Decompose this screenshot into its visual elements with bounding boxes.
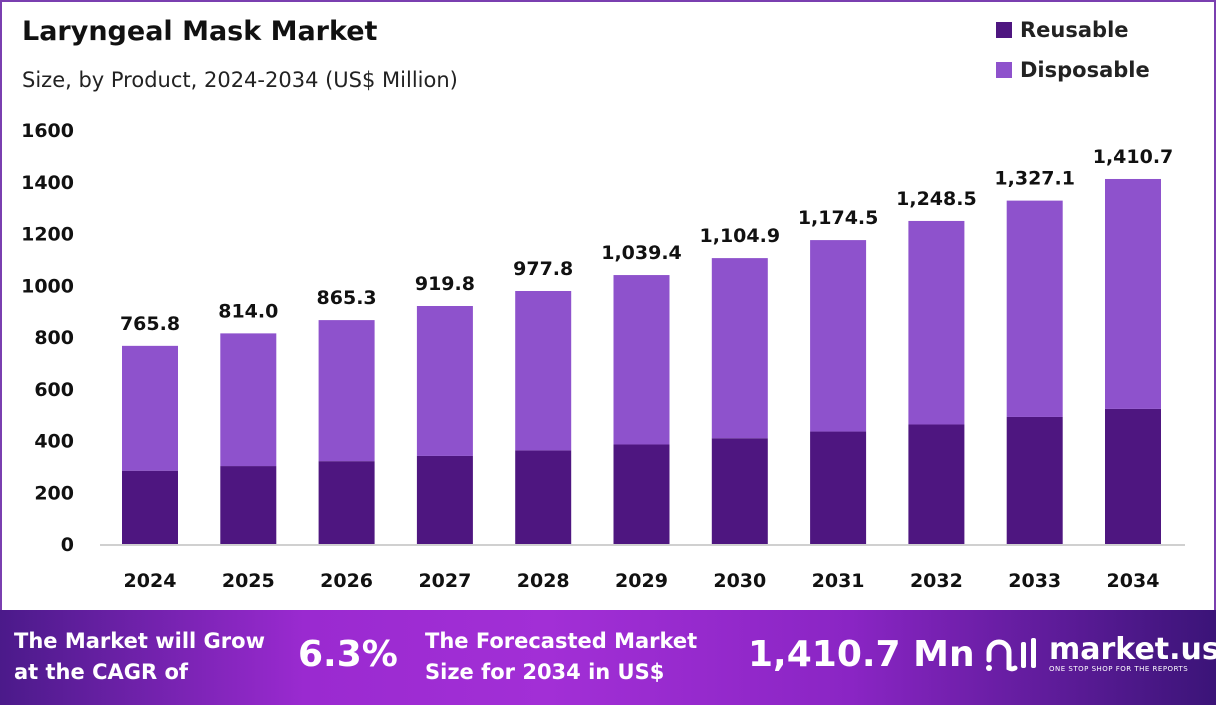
data-label: 1,248.5 (896, 188, 977, 210)
cagr-label: The Market will Grow at the CAGR of (14, 626, 265, 688)
y-tick-label: 1600 (21, 120, 74, 142)
y-tick-label: 800 (34, 327, 74, 349)
y-tick-label: 1200 (21, 224, 74, 246)
bar-reusable-2028 (515, 450, 572, 544)
bar-chart: 0 200 400 600 800 1000 1200 1400 1600 765.8 2024 81… (21, 120, 1185, 592)
data-label: 1,174.5 (798, 207, 879, 229)
bar-reusable-2026 (318, 461, 375, 544)
bar-reusable-2034 (1105, 408, 1161, 544)
bar-disposable-2030 (711, 258, 768, 439)
data-label: 919.8 (415, 273, 475, 295)
bar-reusable-2024 (122, 470, 178, 544)
legend-item-disposable: Disposable (996, 50, 1150, 90)
bar-disposable-2026 (318, 320, 375, 462)
legend-swatch-disposable (996, 62, 1012, 78)
data-label: 1,327.1 (994, 168, 1075, 190)
y-tick-label: 600 (34, 379, 74, 401)
chart-subtitle: Size, by Product, 2024-2034 (US$ Million… (22, 68, 458, 92)
x-tick-label: 2027 (418, 570, 471, 592)
bar-disposable-2024 (122, 345, 178, 471)
bar-disposable-2032 (908, 220, 965, 425)
forecast-label-line1: The Forecasted Market (425, 629, 698, 653)
data-label: 977.8 (513, 258, 573, 280)
x-tick-label: 2026 (320, 570, 373, 592)
bar-reusable-2033 (1006, 416, 1063, 544)
footer-banner: The Market will Grow at the CAGR of 6.3% … (0, 610, 1216, 705)
data-label: 865.3 (317, 287, 377, 309)
bar-disposable-2027 (416, 306, 473, 456)
x-tick-label: 2032 (910, 570, 963, 592)
x-tick-label: 2025 (222, 570, 275, 592)
y-tick-label: 400 (34, 431, 74, 453)
bar-reusable-2031 (810, 431, 867, 544)
y-tick-label: 1000 (21, 275, 74, 297)
data-label: 1,039.4 (601, 242, 682, 264)
x-tick-label: 2028 (517, 570, 570, 592)
y-tick-label: 0 (61, 534, 74, 556)
brand-tagline: ONE STOP SHOP FOR THE REPORTS (1049, 665, 1189, 673)
x-tick-label: 2034 (1107, 570, 1160, 592)
forecast-value: 1,410.7 Mn (748, 634, 975, 675)
bar-disposable-2031 (810, 240, 867, 432)
x-tick-label: 2024 (124, 570, 177, 592)
legend-label: Reusable (1020, 18, 1129, 42)
y-tick-label: 200 (34, 482, 74, 504)
bar-disposable-2028 (515, 290, 572, 451)
brand-name: market.us (1049, 632, 1216, 667)
x-tick-label: 2029 (615, 570, 668, 592)
data-label: 1,410.7 (1093, 146, 1174, 168)
forecast-label-line2: Size for 2034 in US$ (425, 660, 665, 684)
chart-title: Laryngeal Mask Market (22, 16, 378, 47)
y-tick-label: 1400 (21, 172, 74, 194)
legend: Reusable Disposable (996, 10, 1150, 90)
data-label: 1,104.9 (700, 225, 781, 247)
bar-disposable-2029 (613, 275, 670, 445)
cagr-label-line2: at the CAGR of (14, 660, 189, 684)
legend-swatch-reusable (996, 22, 1012, 38)
x-tick-label: 2033 (1008, 570, 1061, 592)
brand-logo: market.us ONE STOP SHOP FOR THE REPORTS (985, 632, 1216, 676)
bar-reusable-2032 (908, 424, 965, 544)
x-tick-label: 2031 (812, 570, 865, 592)
bar-reusable-2025 (220, 466, 277, 544)
legend-label: Disposable (1020, 58, 1150, 82)
forecast-label: The Forecasted Market Size for 2034 in US… (425, 626, 697, 688)
cagr-label-line1: The Market will Grow (14, 629, 265, 653)
bar-disposable-2025 (220, 333, 277, 467)
bar-disposable-2033 (1006, 200, 1063, 417)
data-label: 765.8 (120, 313, 180, 335)
bar-reusable-2030 (711, 438, 768, 544)
market-us-logo-icon (986, 638, 1036, 672)
legend-item-reusable: Reusable (996, 10, 1150, 50)
x-tick-label: 2030 (713, 570, 766, 592)
cagr-value: 6.3% (298, 634, 398, 675)
bar-reusable-2029 (613, 444, 670, 544)
data-label: 814.0 (218, 300, 278, 322)
bar-disposable-2034 (1105, 178, 1161, 409)
bar-reusable-2027 (416, 455, 473, 544)
